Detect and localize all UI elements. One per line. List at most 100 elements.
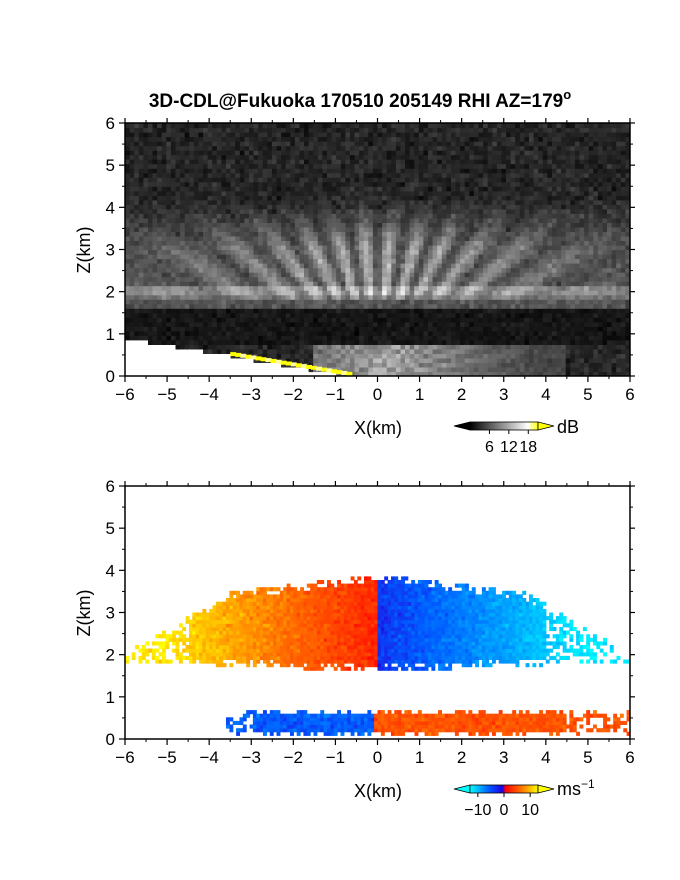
reflectivity-cell	[138, 263, 144, 269]
reflectivity-cell	[152, 362, 158, 368]
reflectivity-cell	[249, 132, 255, 138]
reflectivity-cell	[203, 348, 209, 354]
reflectivity-cell	[464, 339, 470, 345]
reflectivity-cell	[501, 285, 507, 291]
reflectivity-cell	[189, 344, 195, 350]
reflectivity-cell	[391, 339, 397, 345]
reflectivity-cell	[340, 303, 346, 309]
reflectivity-cell	[515, 290, 521, 296]
reflectivity-cell	[382, 249, 388, 255]
reflectivity-cell	[184, 367, 190, 373]
reflectivity-cell	[460, 127, 466, 133]
reflectivity-cell	[533, 353, 539, 359]
reflectivity-cell	[216, 199, 222, 205]
reflectivity-cell	[203, 141, 209, 147]
reflectivity-cell	[285, 344, 291, 350]
reflectivity-cell	[230, 190, 236, 196]
reflectivity-cell	[212, 299, 218, 305]
reflectivity-cell	[391, 294, 397, 300]
reflectivity-cell	[271, 226, 278, 232]
reflectivity-cell	[519, 294, 525, 300]
reflectivity-cell	[193, 240, 200, 246]
reflectivity-cell	[138, 339, 144, 345]
reflectivity-cell	[437, 204, 443, 210]
reflectivity-cell	[455, 330, 461, 336]
reflectivity-cell	[226, 245, 232, 251]
reflectivity-cell	[331, 163, 337, 169]
reflectivity-cell	[143, 245, 149, 251]
reflectivity-cell	[226, 163, 232, 169]
reflectivity-cell	[359, 141, 365, 147]
reflectivity-cell	[125, 290, 131, 296]
reflectivity-cell	[428, 299, 434, 305]
reflectivity-cell	[460, 353, 466, 359]
reflectivity-cell	[221, 276, 227, 282]
reflectivity-cell	[395, 136, 402, 142]
reflectivity-cell	[212, 190, 218, 196]
reflectivity-cell	[267, 199, 273, 205]
reflectivity-cell	[175, 353, 181, 359]
reflectivity-cell	[230, 285, 236, 291]
reflectivity-cell	[473, 150, 480, 156]
reflectivity-cell	[418, 303, 424, 309]
reflectivity-cell	[198, 195, 204, 201]
reflectivity-cell	[230, 276, 236, 282]
reflectivity-cell	[253, 249, 259, 255]
reflectivity-cell	[331, 181, 337, 187]
reflectivity-cell	[235, 367, 241, 373]
reflectivity-cell	[529, 317, 535, 323]
reflectivity-cell	[460, 326, 466, 332]
reflectivity-cell	[175, 249, 181, 255]
reflectivity-cell	[230, 222, 236, 228]
reflectivity-cell	[294, 294, 301, 300]
reflectivity-cell	[432, 367, 438, 373]
reflectivity-cell	[262, 249, 268, 255]
reflectivity-cell	[345, 204, 351, 210]
reflectivity-cell	[317, 308, 323, 314]
reflectivity-cell	[198, 150, 204, 156]
reflectivity-cell	[492, 204, 498, 210]
reflectivity-cell	[212, 127, 218, 133]
reflectivity-cell	[446, 303, 452, 309]
reflectivity-cell	[432, 263, 438, 269]
reflectivity-cell	[166, 127, 172, 133]
reflectivity-cell	[354, 339, 360, 345]
reflectivity-cell	[235, 222, 241, 228]
reflectivity-cell	[152, 371, 158, 376]
reflectivity-cell	[428, 213, 434, 219]
reflectivity-cell	[529, 276, 535, 282]
reflectivity-cell	[193, 371, 200, 376]
reflectivity-cell	[418, 294, 424, 300]
reflectivity-cell	[529, 371, 535, 376]
reflectivity-cell	[524, 263, 530, 269]
reflectivity-cell	[478, 226, 484, 232]
reflectivity-cell	[239, 145, 245, 151]
reflectivity-cell	[170, 285, 177, 291]
reflectivity-cell	[455, 222, 461, 228]
reflectivity-cell	[249, 181, 255, 187]
reflectivity-cell	[299, 177, 305, 183]
reflectivity-cell	[519, 240, 525, 246]
reflectivity-cell	[299, 272, 305, 278]
reflectivity-cell	[166, 226, 172, 232]
reflectivity-cell	[409, 208, 415, 214]
reflectivity-cell	[148, 326, 154, 332]
reflectivity-cell	[414, 235, 420, 241]
reflectivity-cell	[336, 367, 342, 373]
reflectivity-cell	[262, 159, 268, 165]
reflectivity-cell	[267, 362, 273, 368]
reflectivity-cell	[405, 272, 411, 278]
reflectivity-cell	[350, 123, 356, 129]
reflectivity-cell	[400, 249, 406, 255]
reflectivity-cell	[451, 204, 457, 210]
reflectivity-cell	[469, 290, 475, 296]
reflectivity-cell	[170, 312, 177, 318]
reflectivity-cell	[281, 141, 287, 147]
reflectivity-cell	[143, 145, 149, 151]
reflectivity-cell	[529, 145, 535, 151]
reflectivity-cell	[359, 168, 365, 174]
reflectivity-cell	[304, 190, 310, 196]
reflectivity-cell	[258, 258, 264, 264]
reflectivity-cell	[524, 240, 530, 246]
reflectivity-cell	[377, 177, 383, 183]
